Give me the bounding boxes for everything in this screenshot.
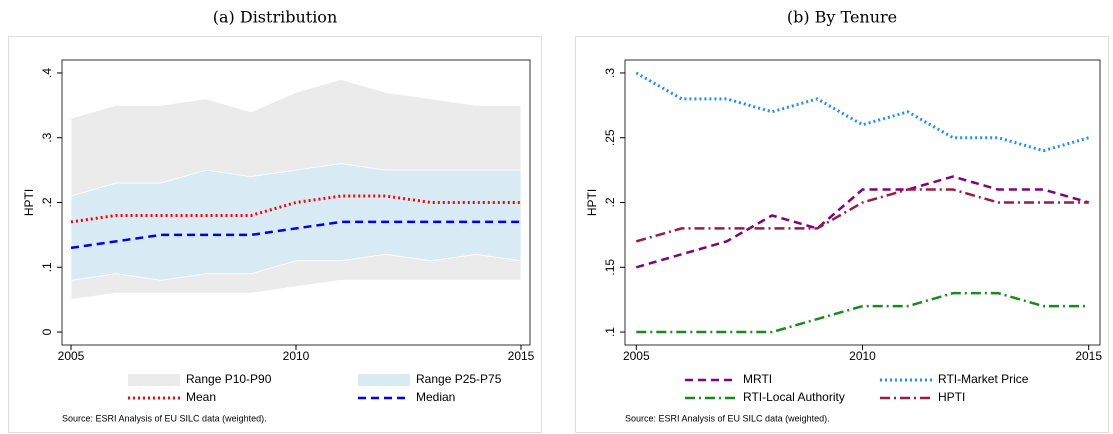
legend-label: Mean (186, 390, 216, 404)
line (636, 291, 1089, 334)
y-tick-label: .15 (603, 259, 617, 276)
legend-swatch (358, 374, 410, 386)
legend-label: MRTI (743, 372, 772, 386)
legend-label: Range P25-P75 (416, 372, 502, 386)
y-tick-label: .4 (40, 68, 54, 78)
line (70, 220, 521, 250)
y-tick-label: .3 (40, 132, 54, 142)
y-tick-label: .3 (603, 68, 617, 78)
y-axis-label: HPTI (585, 189, 599, 216)
x-tick-label: 2005 (623, 349, 650, 363)
y-tick-label: .1 (603, 327, 617, 337)
x-tick-label: 2015 (1075, 349, 1102, 363)
band (70, 163, 522, 281)
x-tick-label: 2005 (58, 349, 85, 363)
y-axis-label: HPTI (22, 189, 36, 216)
line (635, 188, 1089, 243)
x-tick-label: 2010 (849, 349, 876, 363)
chart-title: (a) Distribution (213, 8, 338, 27)
legend-label: RTI-Market Price (938, 372, 1029, 386)
y-tick-label: .2 (40, 197, 54, 207)
x-tick-label: 2015 (508, 349, 535, 363)
chart-title: (b) By Tenure (787, 8, 897, 27)
y-tick-label: .1 (40, 262, 54, 272)
legend-label: Range P10-P90 (186, 372, 272, 386)
x-tick-label: 2010 (283, 349, 310, 363)
y-tick-label: .2 (603, 197, 617, 207)
source-note: Source: ESRI Analysis of EU SILC data (w… (625, 413, 830, 423)
line (70, 194, 521, 224)
legend-swatch (128, 374, 180, 386)
legend-label: RTI-Local Authority (743, 390, 845, 404)
source-note: Source: ESRI Analysis of EU SILC data (w… (62, 413, 267, 423)
y-tick-label: .25 (603, 129, 617, 146)
legend-label: Median (416, 390, 455, 404)
legend-label: HPTI (938, 390, 965, 404)
y-tick-label: 0 (40, 328, 54, 335)
line (635, 175, 1090, 269)
